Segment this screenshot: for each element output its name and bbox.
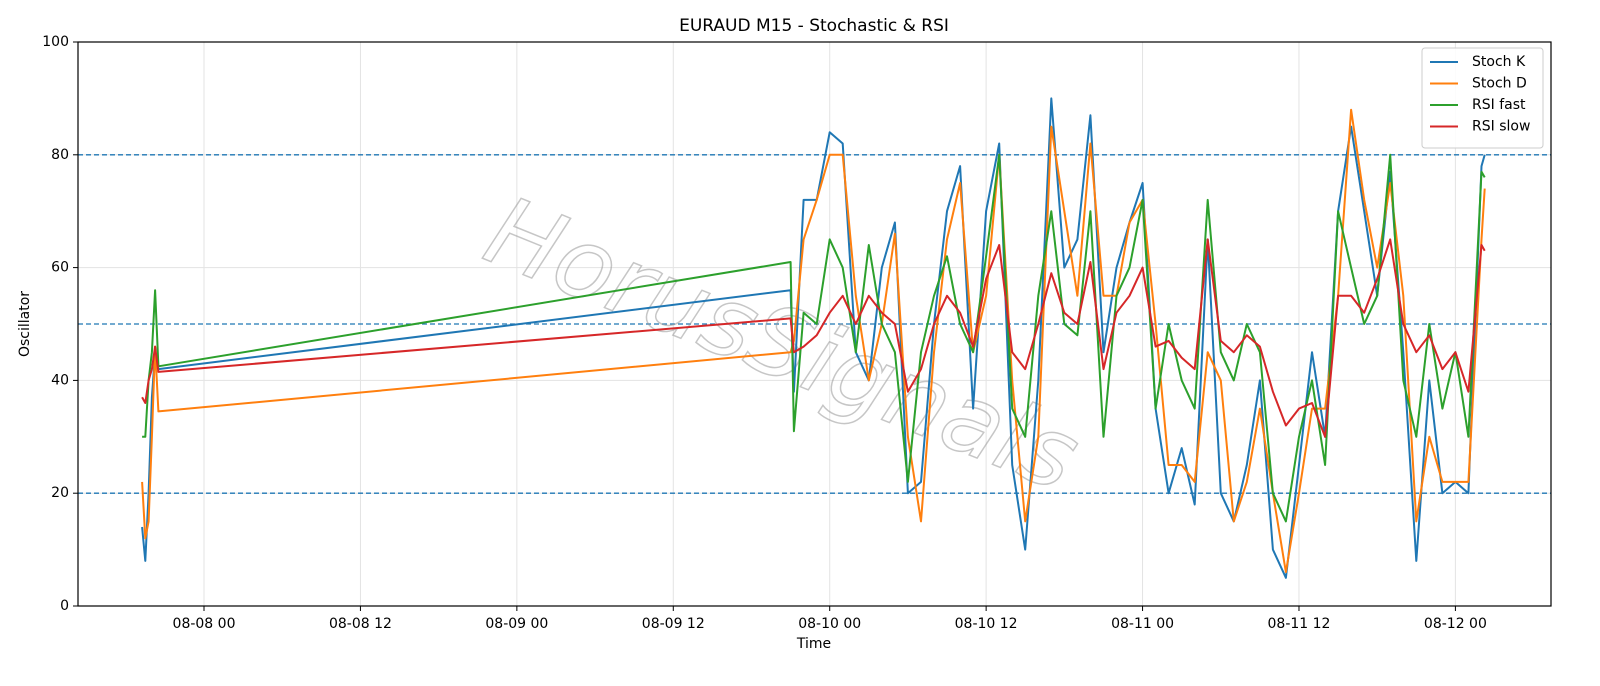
y-tick-label: 40: [51, 372, 69, 388]
y-tick-label: 60: [51, 260, 69, 276]
x-tick-label: 08-08 00: [173, 616, 236, 632]
legend-box: [1421, 47, 1544, 149]
x-tick-label: 08-11 00: [1111, 616, 1174, 632]
x-tick-label: 08-09 00: [485, 616, 548, 632]
series-line: [141, 238, 1486, 438]
y-tick-label: 80: [51, 147, 69, 163]
x-tick-label: 08-10 00: [798, 616, 861, 632]
x-tick-label: 08-09 12: [642, 616, 705, 632]
legend-label: RSI slow: [1472, 119, 1530, 135]
watermark: HorusSignals: [471, 175, 1094, 513]
chart-title: EURAUD M15 - Stochastic & RSI: [679, 16, 949, 36]
y-axis-label: Oscillator: [17, 291, 33, 357]
legend-label: Stoch D: [1472, 76, 1527, 92]
legend-label: Stoch K: [1472, 54, 1526, 70]
y-tick-label: 100: [42, 34, 69, 50]
legend-label: RSI fast: [1472, 97, 1526, 113]
x-tick-label: 08-12 00: [1424, 616, 1487, 632]
series-line: [141, 108, 1486, 574]
x-tick-label: 08-10 12: [955, 616, 1018, 632]
x-axis-label: Time: [796, 636, 831, 652]
x-tick-label: 08-08 12: [329, 616, 392, 632]
y-tick-label: 0: [60, 598, 69, 614]
x-tick-label: 08-11 12: [1268, 616, 1331, 632]
series-line: [141, 97, 1486, 579]
y-tick-label: 20: [51, 485, 69, 501]
plot-frame: [77, 41, 1552, 607]
series-line: [142, 153, 1486, 523]
